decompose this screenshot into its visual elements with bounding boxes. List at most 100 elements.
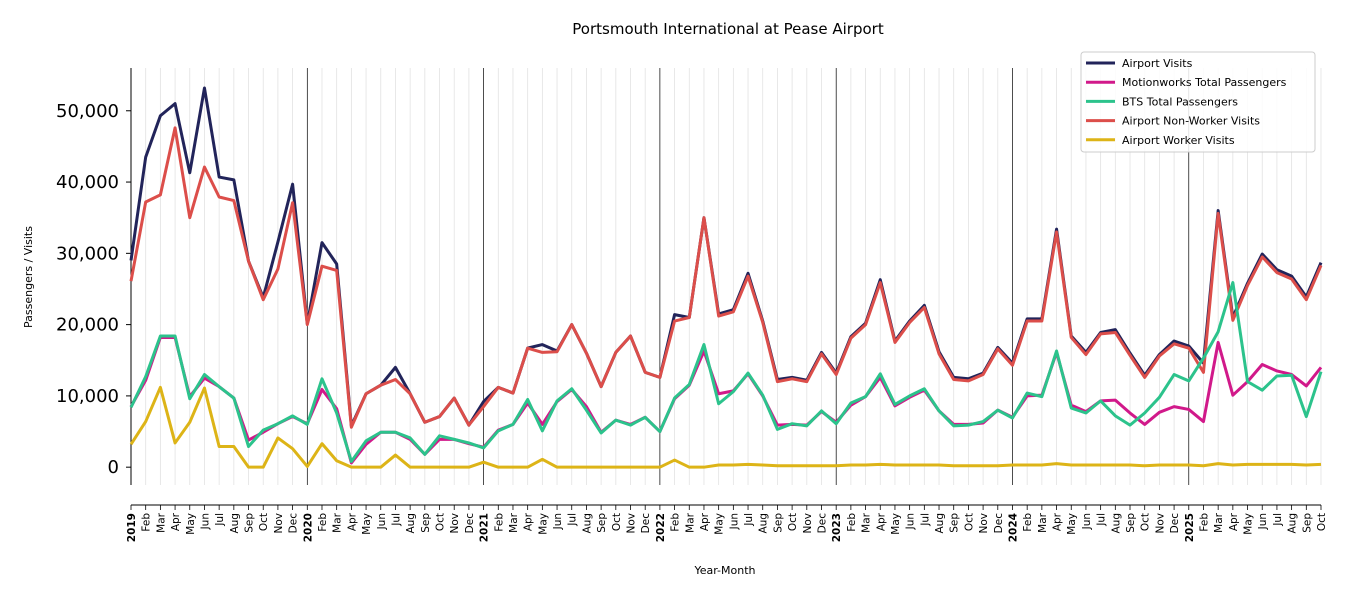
x-tick-label: Oct (1140, 513, 1152, 531)
x-tick-label: Jun (376, 513, 388, 530)
y-axis-label: Passengers / Visits (22, 226, 35, 328)
x-axis-label: Year-Month (693, 564, 755, 577)
x-tick-label: Jun (1081, 513, 1093, 530)
x-tick-label: Dec (816, 513, 828, 534)
legend: Airport Visits Motionworks Total Passenge… (1080, 51, 1316, 153)
x-tick-label: 2023 (831, 513, 843, 542)
x-tick-label: Feb (670, 513, 682, 532)
x-tick-label: Oct (1316, 513, 1328, 531)
x-tick-label: Sep (1301, 513, 1313, 533)
x-tick-label: Nov (626, 513, 638, 534)
x-tick-label: Mar (1037, 512, 1049, 532)
x-tick-label: 2021 (479, 513, 491, 542)
legend-label: Airport Visits (1122, 57, 1193, 70)
x-tick-label: Sep (244, 513, 256, 533)
legend-box (1080, 51, 1316, 153)
x-tick-label: May (361, 513, 373, 535)
legend-label: BTS Total Passengers (1122, 95, 1238, 108)
x-tick-label: 2025 (1184, 513, 1196, 542)
x-tick-label: Jul (743, 513, 755, 527)
x-tick-label: Dec (288, 513, 300, 534)
x-tick-label: May (714, 513, 726, 535)
x-tick-label: Dec (993, 513, 1005, 534)
legend-label: Airport Non-Worker Visits (1122, 115, 1260, 128)
x-tick-label: May (1243, 513, 1255, 535)
x-tick-label: Feb (317, 513, 329, 532)
x-tick-label: May (537, 513, 549, 535)
y-tick-label: 0 (108, 457, 119, 478)
x-tick-label: Feb (1022, 513, 1034, 532)
x-tick-label: Aug (581, 513, 593, 534)
x-tick-label: May (890, 513, 902, 535)
series-line-bts-total-passengers (129, 281, 1323, 463)
series-lines (129, 86, 1323, 469)
series-line-airport-non-worker-visits (129, 126, 1323, 429)
x-tick-label: Aug (229, 513, 241, 534)
x-tick-label: Mar (684, 512, 696, 532)
x-tick-label: Mar (508, 512, 520, 532)
x-tick-label: Mar (155, 512, 167, 532)
x-tick-label: Apr (346, 512, 358, 531)
x-tick-label: Sep (949, 513, 961, 533)
x-tick-label: Mar (1213, 512, 1225, 532)
x-tick-label: Jun (905, 513, 917, 530)
x-tick-label: Jun (1257, 513, 1269, 530)
x-tick-label: Dec (1169, 513, 1181, 534)
x-tick-label: Jul (1096, 513, 1108, 527)
x-tick-label: Mar (332, 512, 344, 532)
x-tick-label: Nov (449, 513, 461, 534)
x-tick-label: Sep (596, 513, 608, 533)
x-tick-label: Jul (567, 513, 579, 527)
chart-title: Portsmouth International at Pease Airpor… (572, 20, 884, 38)
x-tick-label: Apr (170, 512, 182, 531)
x-tick-label: Apr (523, 512, 535, 531)
x-tick-label: Apr (699, 512, 711, 531)
x-tick-label: Nov (273, 513, 285, 534)
x-tick-label: Aug (1287, 513, 1299, 534)
x-tick-label: 2024 (1007, 513, 1019, 542)
x-tick-label: Feb (846, 513, 858, 532)
x-tick-label: Oct (611, 513, 623, 531)
x-tick-label: Aug (934, 513, 946, 534)
x-tick-label: Nov (978, 513, 990, 534)
x-tick-label: Oct (787, 513, 799, 531)
x-tick-label: Jun (199, 513, 211, 530)
x-tick-label: Feb (1198, 513, 1210, 532)
legend-label: Motionworks Total Passengers (1122, 76, 1287, 89)
legend-label: Airport Worker Visits (1122, 134, 1235, 147)
x-tick-label: Jun (552, 513, 564, 530)
y-tick-label: 30,000 (56, 243, 119, 264)
x-tick-label: Jul (919, 513, 931, 527)
x-tick-label: Dec (464, 513, 476, 534)
x-tick-label: Feb (493, 513, 505, 532)
x-tick-label: 2022 (655, 513, 667, 542)
x-tick-label: Apr (1228, 512, 1240, 531)
vertical-gridlines (130, 68, 1322, 485)
x-tick-label: 2020 (302, 513, 314, 542)
y-tick-label: 10,000 (56, 386, 119, 407)
x-tick-label: Dec (640, 513, 652, 534)
x-tick-label: Apr (1052, 512, 1064, 531)
x-tick-label: Oct (258, 513, 270, 531)
y-tick-label: 20,000 (56, 315, 119, 336)
x-tick-label: Jul (214, 513, 226, 527)
x-tick-label: May (185, 513, 197, 535)
x-tick-label: Aug (1110, 513, 1122, 534)
x-tick-label: Nov (1154, 513, 1166, 534)
x-tick-label: Mar (861, 512, 873, 532)
x-tick-label: 2019 (126, 513, 138, 542)
x-tick-label: Jul (1272, 513, 1284, 527)
y-tick-label: 50,000 (56, 101, 119, 122)
x-tick-label: Apr (875, 512, 887, 531)
x-tick-label: Aug (758, 513, 770, 534)
x-axis: 2019 Feb Mar Apr May Jun Jul Aug Sep Oct Nov Dec 202… (126, 504, 1328, 542)
x-tick-label: Sep (772, 513, 784, 533)
x-tick-label: Sep (420, 513, 432, 533)
x-tick-label: Feb (141, 513, 153, 532)
y-axis: 0 10,000 20,000 30,000 40,000 50,000 (56, 68, 132, 485)
y-tick-label: 40,000 (56, 172, 119, 193)
x-tick-label: Aug (405, 513, 417, 534)
x-tick-label: Oct (435, 513, 447, 531)
x-tick-label: Jul (390, 513, 402, 527)
